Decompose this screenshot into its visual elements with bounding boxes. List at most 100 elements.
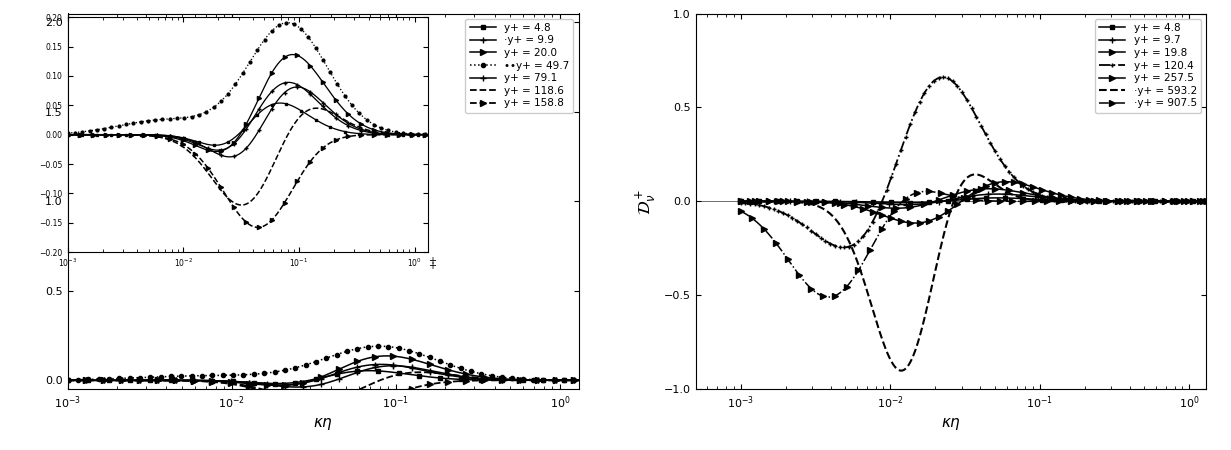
y+ = 118.6 <box>563 378 577 383</box>
y+ = 9.7 <box>757 199 772 204</box>
y+ = 120.4 <box>1190 198 1205 204</box>
·y+ = 593.2 <box>1104 198 1119 204</box>
·y+ = 593.2 <box>734 199 748 204</box>
y+ = 9.7 <box>950 196 965 201</box>
·y+ = 9.9 <box>298 380 313 385</box>
y+ = 20.0 <box>298 379 313 385</box>
Line: ·y+ = 9.9: ·y+ = 9.9 <box>65 362 587 388</box>
y+ = 4.8 <box>990 195 1004 201</box>
••y+ = 49.7 <box>577 378 592 383</box>
X-axis label: $\kappa\eta$: $\kappa\eta$ <box>940 416 961 432</box>
y+ = 4.8 <box>577 378 592 383</box>
·y+ = 907.5 <box>963 196 977 202</box>
·y+ = 907.5 <box>1204 199 1219 204</box>
••y+ = 49.7 <box>372 343 387 349</box>
y+ = 158.8 <box>577 378 592 383</box>
y+ = 9.7 <box>1104 198 1119 204</box>
y+ = 257.5 <box>734 199 748 204</box>
Line: y+ = 19.8: y+ = 19.8 <box>737 186 1215 211</box>
Line: y+ = 257.5: y+ = 257.5 <box>737 179 1215 226</box>
Line: y+ = 79.1: y+ = 79.1 <box>65 363 587 390</box>
·y+ = 907.5 <box>1190 199 1205 204</box>
y+ = 257.5 <box>757 199 772 204</box>
·y+ = 9.9 <box>563 378 577 383</box>
y+ = 19.8 <box>981 186 996 191</box>
y+ = 158.8 <box>563 378 577 383</box>
·y+ = 907.5 <box>1192 199 1206 204</box>
y+ = 158.8 <box>60 378 75 383</box>
y+ = 79.1 <box>311 382 326 387</box>
·y+ = 9.9 <box>373 362 388 367</box>
y+ = 120.4 <box>950 84 965 89</box>
y+ = 158.8 <box>86 378 101 383</box>
·y+ = 9.9 <box>563 378 577 383</box>
y+ = 257.5 <box>950 202 965 207</box>
y+ = 20.0 <box>60 378 75 383</box>
y+ = 120.4 <box>1192 198 1206 204</box>
y+ = 118.6 <box>468 375 483 380</box>
Y-axis label: $\mathcal{D}^+_\nu$: $\mathcal{D}^+_\nu$ <box>634 188 659 215</box>
·y+ = 907.5 <box>920 189 934 194</box>
y+ = 20.0 <box>468 373 483 378</box>
y+ = 158.8 <box>330 406 345 411</box>
y+ = 118.6 <box>414 369 428 375</box>
Line: y+ = 120.4: y+ = 120.4 <box>739 75 1214 249</box>
y+ = 4.8 <box>468 377 483 382</box>
••y+ = 49.7 <box>86 377 101 382</box>
y+ = 4.8 <box>963 196 977 202</box>
Line: y+ = 20.0: y+ = 20.0 <box>65 353 587 388</box>
y+ = 79.1 <box>563 378 577 383</box>
y+ = 120.4 <box>963 103 977 108</box>
·y+ = 593.2 <box>1192 198 1206 204</box>
y+ = 20.0 <box>379 353 394 359</box>
y+ = 79.1 <box>468 375 483 381</box>
y+ = 19.8 <box>1192 198 1206 204</box>
Line: y+ = 118.6: y+ = 118.6 <box>68 372 585 402</box>
y+ = 19.8 <box>1104 198 1119 204</box>
y+ = 120.4 <box>936 74 950 80</box>
y+ = 4.8 <box>734 199 748 204</box>
y+ = 257.5 <box>963 193 977 198</box>
y+ = 120.4 <box>836 245 851 250</box>
y+ = 4.8 <box>311 375 326 381</box>
y+ = 19.8 <box>1204 198 1219 204</box>
y+ = 4.8 <box>1104 198 1119 204</box>
y+ = 9.7 <box>1204 198 1219 204</box>
y+ = 257.5 <box>907 220 922 226</box>
y+ = 20.0 <box>86 378 101 383</box>
y+ = 4.8 <box>298 378 313 384</box>
y+ = 257.5 <box>1204 198 1219 204</box>
y+ = 4.8 <box>950 198 965 203</box>
y+ = 120.4 <box>1204 198 1219 204</box>
·y+ = 9.9 <box>577 378 592 383</box>
y+ = 9.7 <box>1190 198 1205 204</box>
Line: y+ = 158.8: y+ = 158.8 <box>65 378 587 411</box>
y+ = 9.7 <box>1192 198 1206 204</box>
·y+ = 9.9 <box>311 376 326 382</box>
y+ = 4.8 <box>563 378 577 383</box>
Legend: y+ = 4.8, ·y+ = 9.9, y+ = 20.0, ••y+ = 49.7, y+ = 79.1, y+ = 118.6, y+ = 158.8: y+ = 4.8, ·y+ = 9.9, y+ = 20.0, ••y+ = 4… <box>465 19 574 112</box>
y+ = 20.0 <box>271 383 286 388</box>
·y+ = 907.5 <box>757 227 772 232</box>
y+ = 118.6 <box>86 378 101 383</box>
Text: +: + <box>428 256 436 266</box>
y+ = 79.1 <box>563 378 577 383</box>
y+ = 120.4 <box>1104 198 1119 204</box>
y+ = 9.7 <box>963 194 977 199</box>
·y+ = 907.5 <box>1104 198 1119 204</box>
·y+ = 9.9 <box>468 376 483 381</box>
·y+ = 907.5 <box>950 194 965 200</box>
Line: ·y+ = 907.5: ·y+ = 907.5 <box>737 189 1215 300</box>
y+ = 120.4 <box>757 204 772 209</box>
·y+ = 593.2 <box>757 199 772 204</box>
y+ = 118.6 <box>563 378 577 383</box>
y+ = 4.8 <box>270 381 284 386</box>
y+ = 9.7 <box>899 202 913 207</box>
·y+ = 9.9 <box>60 378 75 383</box>
y+ = 158.8 <box>298 400 313 406</box>
Line: ·y+ = 593.2: ·y+ = 593.2 <box>741 175 1211 371</box>
Line: y+ = 9.7: y+ = 9.7 <box>737 191 1215 207</box>
·y+ = 593.2 <box>1190 198 1205 204</box>
y+ = 4.8 <box>86 378 101 383</box>
·y+ = 593.2 <box>968 172 982 177</box>
